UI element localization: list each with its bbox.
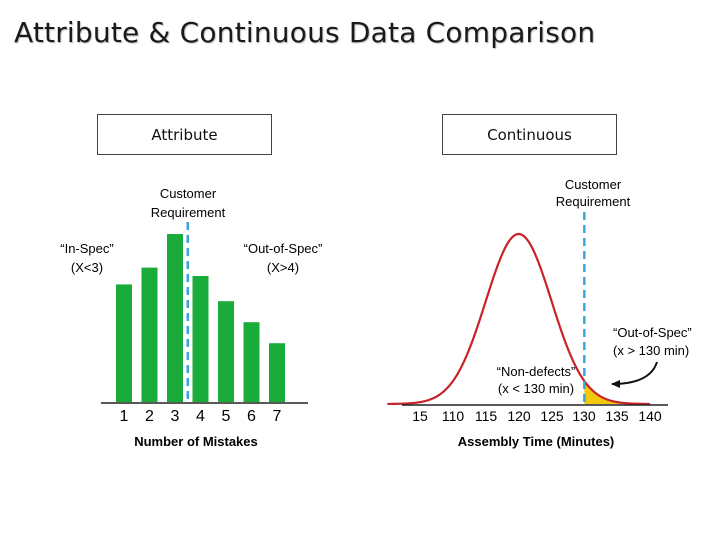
bar-7 — [269, 343, 285, 402]
attr-out-of-spec-annotation-line1: “Out-of-Spec” — [244, 241, 323, 256]
continuous-tick-label: 125 — [540, 408, 564, 424]
attribute-bars — [116, 234, 285, 402]
bar-2 — [141, 267, 158, 402]
bar-6 — [243, 322, 260, 402]
continuous-tick-label: 135 — [605, 408, 629, 424]
attribute-tick-label: 5 — [222, 408, 231, 425]
continuous-tick-label: 140 — [638, 408, 662, 424]
continuous-panel-label: Continuous — [442, 114, 617, 155]
attribute-spec-label-line2: Requirement — [151, 205, 226, 220]
attribute-tick-label: 1 — [120, 408, 129, 425]
attribute-tick-label: 7 — [273, 408, 282, 425]
attribute-tick-label: 3 — [171, 408, 180, 425]
continuous-tick-label: 115 — [475, 408, 498, 424]
slide-title: Attribute & Continuous Data Comparison — [14, 16, 596, 49]
bar-1 — [116, 284, 132, 402]
continuous-tick-label: 15 — [412, 408, 428, 424]
attr-out-of-spec-annotation-line2: (X>4) — [267, 260, 299, 275]
non-defects-annotation-line1: “Non-defects” — [497, 364, 576, 379]
cont-out-of-spec-annotation-line1: “Out-of-Spec” — [613, 325, 692, 340]
normal-distribution-curve — [387, 232, 651, 406]
cont-out-of-spec-annotation-line2: (x > 130 min) — [613, 343, 689, 358]
non-defects-annotation-line2: (x < 130 min) — [498, 381, 574, 396]
continuous-tick-label: 120 — [507, 408, 531, 424]
continuous-tick-label: 130 — [572, 408, 596, 424]
out-of-spec-arrow — [611, 361, 658, 388]
continuous-spec-label-line1: Customer — [565, 177, 622, 192]
continuous-tick-label: 110 — [442, 408, 465, 424]
bar-4 — [192, 276, 209, 402]
attribute-panel-label: Attribute — [97, 114, 272, 155]
attribute-spec-label-line1: Customer — [160, 186, 217, 201]
in-spec-annotation-line1: “In-Spec” — [60, 241, 113, 256]
bar-3 — [167, 234, 183, 402]
attribute-tick-label: 4 — [196, 408, 205, 425]
in-spec-annotation-line2: (X<3) — [71, 260, 103, 275]
out-of-spec-shaded-area — [584, 380, 650, 404]
continuous-tick-labels: 15 110 115 120 125 130 135 140 — [412, 408, 662, 424]
attribute-tick-label: 2 — [145, 408, 154, 425]
bar-5 — [218, 301, 234, 402]
attribute-tick-label: 6 — [247, 408, 256, 425]
continuous-spec-label-line2: Requirement — [556, 194, 631, 209]
continuous-x-axis-title: Assembly Time (Minutes) — [458, 434, 615, 449]
attribute-x-axis-title: Number of Mistakes — [134, 434, 258, 449]
